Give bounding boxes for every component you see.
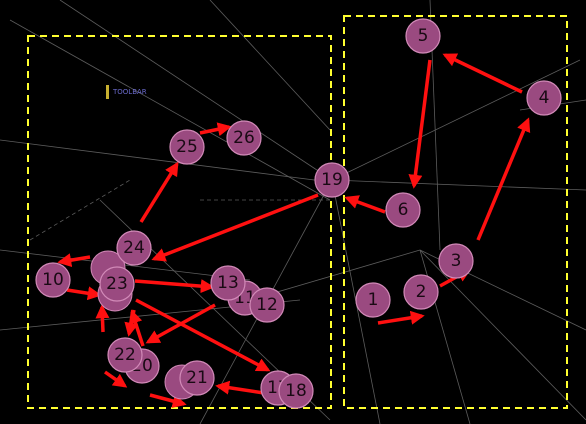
target-label: 23	[106, 274, 128, 294]
radar-screen: TOOLBAR 12345610111213171819202122232425…	[0, 0, 586, 424]
target-label: 24	[123, 238, 145, 258]
target-label: 2	[416, 282, 427, 302]
target-label: 19	[321, 170, 343, 190]
target-label: 4	[539, 88, 550, 108]
target-label: 6	[398, 200, 409, 220]
target-label: 1	[368, 290, 379, 310]
target-label: 26	[233, 128, 255, 148]
target-label: 5	[418, 26, 429, 46]
toolbar[interactable]: TOOLBAR	[112, 88, 147, 96]
target-label: 25	[176, 137, 198, 157]
target-label: 12	[256, 295, 278, 315]
target-label: 13	[217, 273, 239, 293]
target-label: 10	[42, 270, 64, 290]
target-label: 21	[186, 368, 208, 388]
target-label: 3	[451, 251, 462, 271]
target-label: 22	[114, 345, 136, 365]
target-label: 18	[285, 381, 307, 401]
toolbar-handle	[106, 85, 109, 99]
